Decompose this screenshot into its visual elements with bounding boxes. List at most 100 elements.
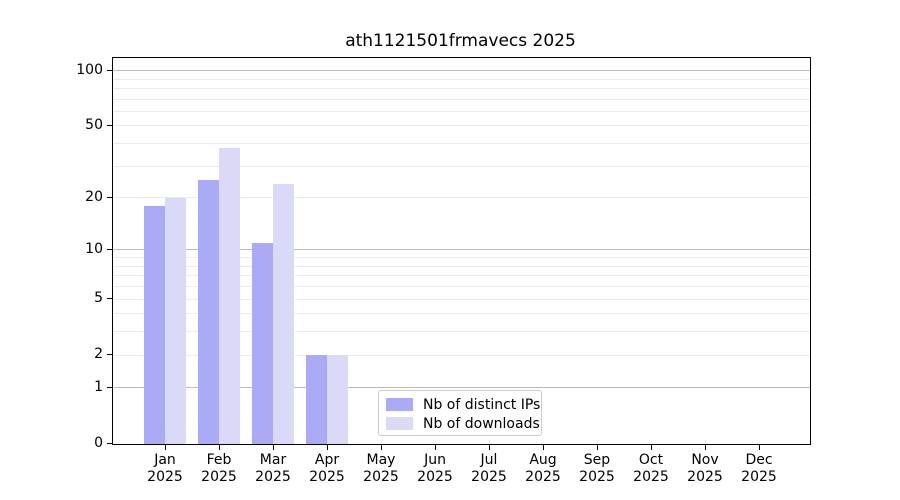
- x-tick-label-may: May 2025: [354, 452, 408, 486]
- x-tick-year: 2025: [309, 469, 345, 485]
- minor-gridline: [113, 143, 810, 145]
- y-tick-label: 2: [94, 346, 103, 363]
- bar-distinct-ips-jan: [144, 205, 165, 444]
- x-tick: [543, 445, 544, 450]
- x-tick-label-feb: Feb 2025: [192, 452, 246, 486]
- y-tick: [107, 354, 112, 356]
- x-tick-label-jul: Jul 2025: [462, 452, 516, 486]
- x-tick: [165, 445, 166, 450]
- minor-gridline: [113, 286, 810, 288]
- x-tick-month: Aug: [529, 452, 557, 468]
- x-tick: [651, 445, 652, 450]
- x-tick-year: 2025: [147, 469, 183, 485]
- major-gridline: [113, 70, 810, 72]
- minor-gridline: [113, 331, 810, 333]
- y-tick-label: 0: [94, 435, 103, 451]
- legend-swatch-distinct-ips: [386, 398, 413, 411]
- bar-downloads-jan: [165, 197, 186, 444]
- y-tick: [107, 443, 112, 444]
- x-tick-year: 2025: [363, 469, 399, 485]
- legend-label: Nb of distinct IPs: [423, 396, 541, 413]
- x-tick-year: 2025: [255, 469, 291, 485]
- minor-gridline: [113, 265, 810, 267]
- x-tick-label-jan: Jan 2025: [138, 452, 192, 486]
- y-tick: [107, 248, 112, 250]
- x-tick-year: 2025: [579, 469, 615, 485]
- x-tick-month: Apr: [314, 452, 340, 468]
- x-tick-month: Sep: [583, 452, 611, 468]
- legend-entry-downloads: Nb of downloads: [379, 414, 541, 433]
- x-tick: [489, 445, 490, 450]
- y-tick: [107, 386, 112, 388]
- x-tick-label-dec: Dec 2025: [732, 452, 786, 486]
- x-tick-month: Jun: [424, 452, 446, 468]
- x-tick: [327, 445, 328, 450]
- legend-swatch-downloads: [386, 417, 413, 430]
- x-tick-label-apr: Apr 2025: [300, 452, 354, 486]
- major-gridline: [113, 249, 810, 251]
- bar-downloads-mar: [273, 183, 294, 444]
- minor-gridline: [113, 78, 810, 80]
- x-tick-year: 2025: [741, 469, 777, 485]
- x-tick: [435, 445, 436, 450]
- y-tick-label: 5: [94, 290, 103, 307]
- minor-gridline: [113, 165, 810, 167]
- x-tick-year: 2025: [633, 469, 669, 485]
- x-tick-month: May: [366, 452, 396, 468]
- x-tick: [381, 445, 382, 450]
- bar-downloads-feb: [219, 147, 240, 444]
- y-tick-label: 100: [76, 61, 103, 78]
- x-tick: [597, 445, 598, 450]
- x-tick-year: 2025: [417, 469, 453, 485]
- x-tick-month: Feb: [206, 452, 232, 468]
- y-tick-label: 20: [85, 188, 103, 205]
- x-tick-year: 2025: [525, 469, 561, 485]
- x-tick: [759, 445, 760, 450]
- x-tick: [705, 445, 706, 450]
- x-tick-label-nov: Nov 2025: [678, 452, 732, 486]
- minor-gridline: [113, 98, 810, 100]
- x-tick-year: 2025: [201, 469, 237, 485]
- x-tick-label-jun: Jun 2025: [408, 452, 462, 486]
- bar-distinct-ips-apr: [306, 355, 327, 444]
- y-tick-label: 50: [85, 116, 103, 133]
- minor-gridline: [113, 110, 810, 112]
- minor-gridline: [113, 298, 810, 300]
- chart-title: ath1121501frmavecs 2025: [345, 31, 576, 51]
- legend-label: Nb of downloads: [423, 415, 540, 432]
- x-tick-month: Jan: [154, 452, 176, 468]
- x-tick-label-oct: Oct 2025: [624, 452, 678, 486]
- legend-entry-distinct-ips: Nb of distinct IPs: [379, 395, 541, 414]
- y-tick: [107, 298, 112, 300]
- minor-gridline: [113, 125, 810, 127]
- minor-gridline: [113, 87, 810, 89]
- x-tick: [273, 445, 274, 450]
- bar-distinct-ips-feb: [198, 180, 219, 444]
- plot-area: [112, 57, 811, 445]
- x-tick-label-aug: Aug 2025: [516, 452, 570, 486]
- minor-gridline: [113, 354, 810, 356]
- major-gridline: [113, 387, 810, 389]
- minor-gridline: [113, 197, 810, 199]
- y-tick: [107, 196, 112, 198]
- y-tick-label: 1: [94, 378, 103, 395]
- x-tick-label-sep: Sep 2025: [570, 452, 624, 486]
- x-tick-year: 2025: [471, 469, 507, 485]
- x-tick-label-mar: Mar 2025: [246, 452, 300, 486]
- y-tick: [107, 69, 112, 71]
- minor-gridline: [113, 313, 810, 315]
- x-tick: [219, 445, 220, 450]
- legend: Nb of distinct IPs Nb of downloads: [378, 390, 542, 436]
- x-tick-month: Oct: [638, 452, 664, 468]
- x-tick-month: Nov: [691, 452, 719, 468]
- x-tick-month: Mar: [259, 452, 287, 468]
- x-tick-month: Jul: [480, 452, 498, 468]
- y-tick: [107, 124, 112, 126]
- x-tick-month: Dec: [745, 452, 773, 468]
- bar-downloads-apr: [327, 355, 348, 444]
- x-tick-year: 2025: [687, 469, 723, 485]
- bar-distinct-ips-mar: [252, 242, 273, 444]
- minor-gridline: [113, 275, 810, 277]
- minor-gridline: [113, 257, 810, 259]
